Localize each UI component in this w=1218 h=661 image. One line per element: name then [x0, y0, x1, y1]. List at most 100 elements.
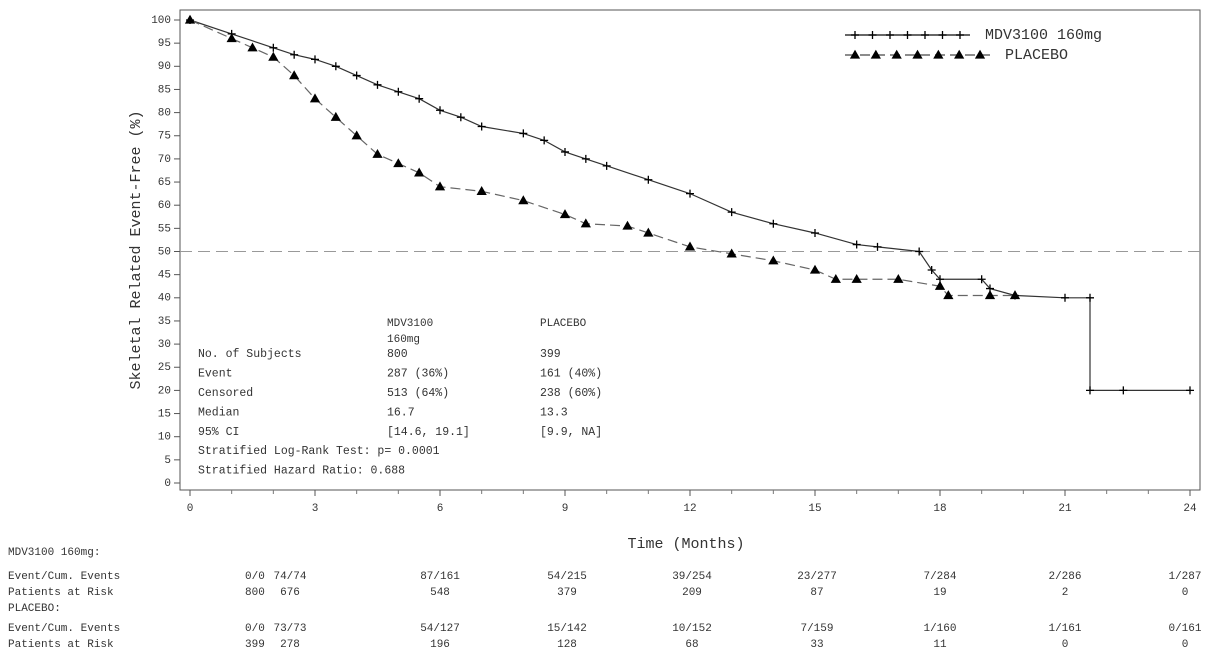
- y-tick-label: 95: [158, 38, 171, 50]
- risk-cell: 548: [430, 587, 450, 599]
- y-tick-label: 65: [158, 177, 171, 189]
- censor-marker: [518, 195, 529, 205]
- censor-marker: [686, 189, 694, 198]
- summary-cell: Median: [198, 407, 239, 420]
- censor-marker: [352, 71, 361, 80]
- legend-label: PLACEBO: [1005, 47, 1068, 64]
- summary-cell: Censored: [198, 387, 253, 400]
- risk-label: Patients at Risk: [8, 639, 114, 651]
- censor-marker: [268, 51, 279, 61]
- censor-marker: [727, 208, 736, 217]
- censor-marker: [330, 111, 341, 121]
- risk-cell: 379: [557, 587, 577, 599]
- censor-marker: [372, 148, 383, 158]
- y-tick-label: 60: [158, 200, 171, 212]
- y-tick-label: 35: [158, 316, 171, 328]
- y-tick-label: 90: [158, 61, 171, 73]
- risk-cell: 87/161: [420, 571, 460, 583]
- risk-cell: 0: [1182, 587, 1189, 599]
- censor-marker: [269, 43, 278, 52]
- censor-marker: [873, 242, 882, 251]
- censor-marker: [351, 130, 362, 140]
- censor-marker: [643, 227, 654, 237]
- legend-marker: [933, 49, 944, 59]
- risk-cell: 11: [933, 639, 947, 651]
- censor-marker: [830, 273, 841, 283]
- censor-marker: [434, 181, 446, 191]
- y-tick-label: 0: [164, 478, 171, 490]
- risk-cell: 800: [245, 587, 265, 599]
- censor-marker: [519, 129, 528, 138]
- risk-cell: 128: [557, 639, 577, 651]
- risk-cell: 2: [1062, 587, 1069, 599]
- censor-marker: [331, 62, 340, 71]
- legend-marker: [870, 49, 881, 59]
- censor-marker: [927, 266, 936, 275]
- y-tick-label: 70: [158, 154, 171, 166]
- risk-cell: 39/254: [672, 571, 712, 583]
- risk-group: PLACEBO:: [8, 603, 61, 615]
- risk-cell: 74/74: [273, 571, 306, 583]
- risk-cell: 196: [430, 639, 450, 651]
- y-tick-label: 100: [151, 15, 171, 27]
- y-tick-label: 25: [158, 362, 171, 374]
- censor-marker: [311, 55, 319, 64]
- summary-cell: [14.6, 19.1]: [387, 426, 470, 439]
- x-tick-label: 6: [437, 503, 444, 515]
- risk-cell: 2/286: [1048, 571, 1081, 583]
- censor-marker: [247, 42, 258, 52]
- y-tick-label: 40: [158, 293, 171, 305]
- summary-header: MDV3100: [387, 318, 433, 330]
- y-tick-label: 75: [158, 131, 171, 143]
- censor-marker: [1119, 386, 1128, 395]
- summary-cell: 238 (60%): [540, 387, 602, 400]
- risk-cell: 0: [1182, 639, 1189, 651]
- x-tick-label: 12: [683, 503, 696, 515]
- risk-cell: 0/0: [245, 623, 265, 635]
- censor-marker: [559, 209, 571, 219]
- risk-cell: 7/284: [923, 571, 956, 583]
- censor-marker: [1086, 386, 1094, 395]
- censor-marker: [1061, 293, 1069, 302]
- legend-marker: [903, 31, 912, 39]
- summary-cell: 16.7: [387, 407, 415, 420]
- risk-cell: 33: [810, 639, 823, 651]
- censor-marker: [943, 290, 954, 300]
- risk-cell: 7/159: [800, 623, 833, 635]
- risk-cell: 54/127: [420, 623, 460, 635]
- legend-marker: [891, 49, 902, 59]
- censor-marker: [1186, 386, 1194, 395]
- censor-marker: [476, 185, 487, 195]
- legend-marker: [868, 31, 877, 39]
- y-tick-label: 85: [158, 84, 171, 96]
- km-curve: [189, 19, 1015, 297]
- censor-marker: [622, 220, 633, 230]
- legend-marker: [954, 49, 965, 59]
- y-tick-label: 80: [158, 108, 171, 120]
- censor-marker: [1086, 293, 1094, 302]
- censor-marker: [226, 33, 237, 43]
- summary-cell: 399: [540, 348, 561, 361]
- censor-marker: [1009, 290, 1021, 300]
- censor-marker: [984, 290, 996, 300]
- summary-cell: No. of Subjects: [198, 348, 302, 361]
- censor-marker: [768, 255, 779, 265]
- risk-cell: 0/161: [1168, 623, 1201, 635]
- x-tick-label: 9: [562, 503, 569, 515]
- x-axis-label: Time (Months): [627, 536, 744, 553]
- x-tick-label: 0: [187, 503, 194, 515]
- censor-marker: [456, 113, 465, 122]
- y-tick-label: 30: [158, 339, 171, 351]
- y-tick-label: 10: [158, 432, 171, 444]
- censor-marker: [644, 175, 653, 184]
- summary-cell: 161 (40%): [540, 368, 602, 381]
- risk-label: Event/Cum. Events: [8, 571, 120, 583]
- summary-note: Stratified Hazard Ratio: 0.688: [198, 465, 405, 478]
- risk-cell: 73/73: [273, 623, 306, 635]
- y-tick-label: 15: [158, 408, 171, 420]
- risk-cell: 15/142: [547, 623, 587, 635]
- censor-marker: [477, 122, 486, 131]
- km-curve: [189, 19, 1190, 391]
- legend-marker: [974, 49, 986, 59]
- censor-marker: [290, 50, 299, 59]
